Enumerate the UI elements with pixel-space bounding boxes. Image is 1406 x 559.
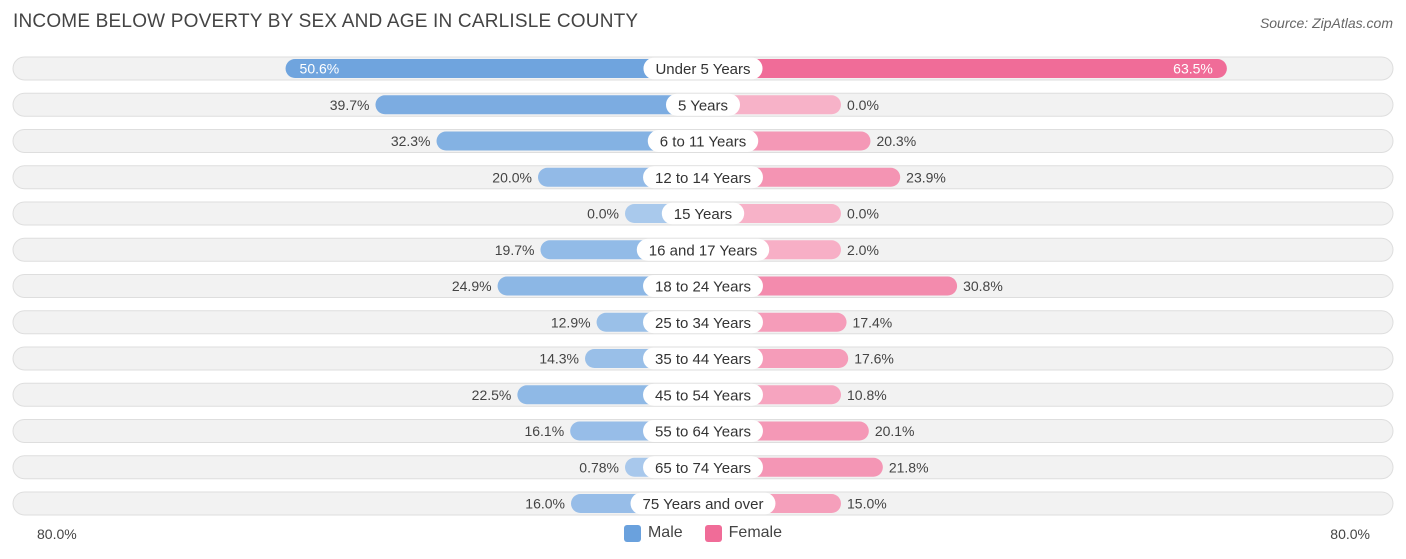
category-label: Under 5 Years	[655, 61, 750, 78]
male-bar[interactable]	[285, 59, 703, 78]
male-value-label: 0.78%	[579, 459, 619, 475]
female-value-label: 17.6%	[854, 351, 894, 367]
male-value-label: 16.0%	[525, 496, 565, 512]
category-label: 55 to 64 Years	[655, 424, 751, 441]
male-value-label: 50.6%	[300, 61, 340, 77]
male-bar[interactable]	[436, 131, 703, 151]
category-pill	[643, 166, 763, 189]
category-pill	[636, 238, 770, 261]
male-value-label: 16.1%	[524, 423, 564, 439]
male-value-label: 32.3%	[391, 133, 431, 149]
male-value-label: 39.7%	[330, 97, 370, 113]
category-pill	[647, 130, 759, 152]
male-value-label: 0.0%	[587, 206, 619, 222]
row-9: 45 to 54 Years 22.5% 10.8%	[12, 382, 1394, 407]
male-value-label: 19.7%	[495, 242, 535, 258]
female-value-label: 20.3%	[876, 133, 916, 149]
category-label: 45 to 54 Years	[655, 387, 751, 404]
category-pill	[643, 420, 763, 442]
category-label: 12 to 14 Years	[655, 170, 751, 187]
category-label: 18 to 24 Years	[655, 279, 751, 296]
female-value-label: 20.1%	[875, 423, 915, 439]
category-label: 6 to 11 Years	[660, 134, 746, 151]
row-8: 35 to 44 Years 14.3% 17.6%	[12, 346, 1394, 371]
category-pill	[643, 347, 763, 370]
legend-item-female[interactable]: Female	[704, 524, 783, 542]
category-pill	[661, 202, 745, 225]
row-6: 18 to 24 Years 24.9% 30.8%	[12, 274, 1394, 298]
category-label: 25 to 34 Years	[655, 315, 751, 332]
male-value-label: 24.9%	[452, 278, 492, 294]
male-value-label: 12.9%	[551, 314, 591, 330]
category-pill	[665, 93, 741, 116]
male-value-label: 20.0%	[492, 169, 532, 185]
row-12: 75 Years and over 16.0% 15.0%	[12, 491, 1394, 516]
female-value-label: 63.5%	[1173, 61, 1213, 77]
poverty-chart: Under 5 Years 50.6% 63.5% 5 Years 39.7% 0.0% 6…	[12, 56, 1394, 516]
row-7: 25 to 34 Years 12.9% 17.4%	[12, 310, 1394, 335]
male-value-label: 22.5%	[472, 387, 512, 403]
category-label: 15 Years	[674, 206, 732, 223]
legend: Male Female	[0, 524, 1406, 542]
axis-right-label: 80.0%	[1330, 526, 1370, 542]
row-11: 65 to 74 Years 0.78% 21.8%	[12, 455, 1394, 480]
female-bar[interactable]	[703, 59, 1227, 78]
male-value-label: 14.3%	[539, 351, 579, 367]
female-value-label: 17.4%	[853, 314, 893, 330]
category-pill	[643, 275, 763, 297]
category-pill	[630, 492, 776, 515]
category-pill	[643, 311, 763, 334]
female-value-label: 2.0%	[847, 242, 879, 258]
female-value-label: 15.0%	[847, 496, 887, 512]
category-label: 35 to 44 Years	[655, 351, 751, 368]
row-4: 15 Years 0.0% 0.0%	[12, 201, 1394, 226]
row-10: 55 to 64 Years 16.1% 20.1%	[12, 419, 1394, 443]
category-label: 65 to 74 Years	[655, 460, 751, 477]
female-bar[interactable]	[703, 276, 958, 296]
female-swatch	[704, 524, 722, 542]
row-1: 5 Years 39.7% 0.0%	[12, 92, 1394, 117]
female-value-label: 30.8%	[963, 278, 1003, 294]
category-pill	[643, 383, 763, 406]
male-bar[interactable]	[375, 95, 703, 115]
category-label: 5 Years	[678, 97, 728, 114]
chart-title: INCOME BELOW POVERTY BY SEX AND AGE IN C…	[13, 11, 639, 32]
source-credit: Source: ZipAtlas.com	[1259, 15, 1393, 31]
legend-female-label: Female	[728, 524, 783, 541]
male-swatch	[623, 524, 641, 542]
row-2: 6 to 11 Years 32.3% 20.3%	[12, 129, 1394, 153]
female-value-label: 21.8%	[889, 459, 929, 475]
legend-male-label: Male	[647, 524, 683, 541]
female-value-label: 23.9%	[906, 169, 946, 185]
row-0: Under 5 Years 50.6% 63.5%	[12, 56, 1394, 81]
category-label: 16 and 17 Years	[649, 242, 757, 259]
legend-item-male[interactable]: Male	[623, 524, 683, 542]
female-value-label: 0.0%	[847, 97, 879, 113]
axis-left-label: 80.0%	[37, 526, 77, 542]
category-pill	[643, 57, 763, 80]
female-value-label: 10.8%	[847, 387, 887, 403]
row-3: 12 to 14 Years 20.0% 23.9%	[12, 165, 1394, 190]
category-label: 75 Years and over	[643, 496, 764, 513]
category-pill	[643, 456, 763, 479]
row-5: 16 and 17 Years 19.7% 2.0%	[12, 237, 1394, 262]
female-value-label: 0.0%	[847, 206, 879, 222]
